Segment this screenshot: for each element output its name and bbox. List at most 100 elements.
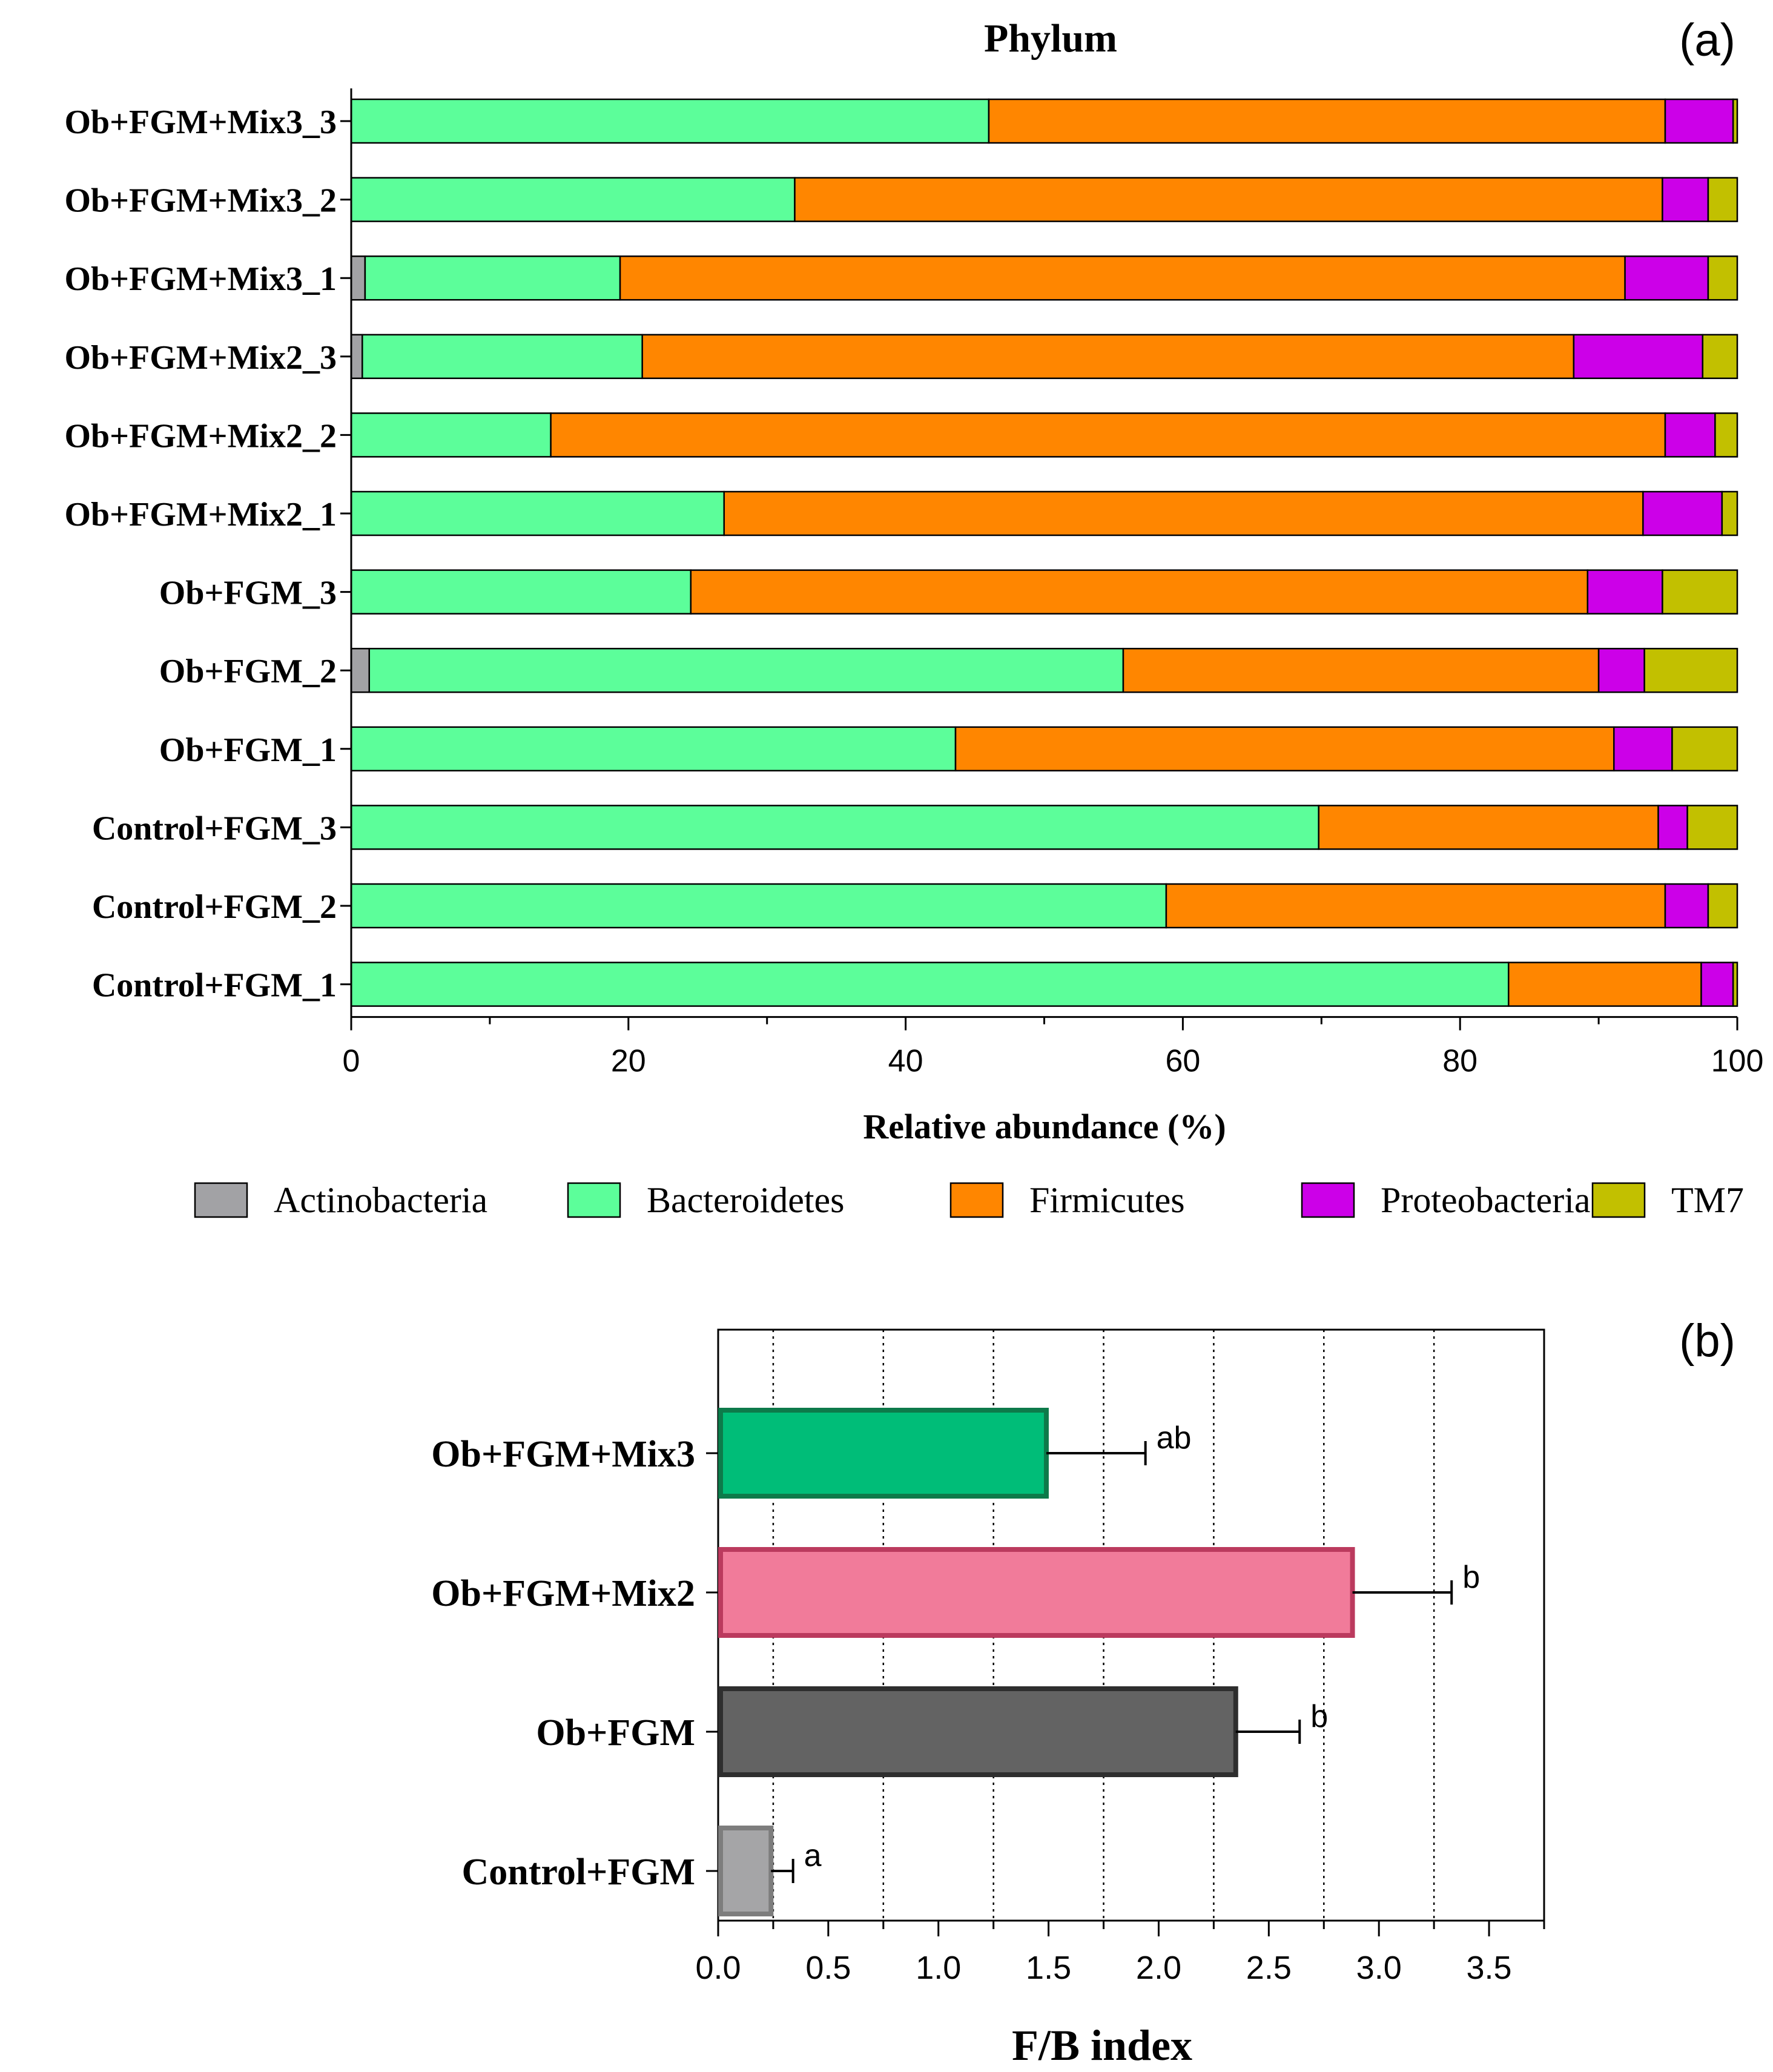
y-tick-label-ob-fgm-mix2: Ob+FGM+Mix2 — [431, 1573, 695, 1614]
bar-segment-ob-fgm-mix2-3-tm7 — [1702, 334, 1738, 380]
bar-segment-ob-fgm-mix2-3-proteobacteria — [1573, 334, 1704, 380]
y-tick-label-ob-fgm-mix2-1: Ob+FGM+Mix2_1 — [64, 496, 337, 533]
bar-segment-ob-fgm-mix3-2-firmicutes — [794, 177, 1663, 222]
x-tick-label-80: 80 — [1442, 1044, 1478, 1079]
bar-segment-ob-fgm-mix2-1-tm7 — [1721, 490, 1738, 536]
bar-segment-ob-fgm-mix2-1-firmicutes — [723, 490, 1644, 536]
y-tick-labels: Ob+FGM+Mix3 Ob+FGM+Mix2 Ob+FGM Control+FGM — [431, 1434, 718, 1893]
x-ticks: 0.0 0.5 1.0 1.5 2.0 2.5 3.0 3.5 — [695, 1921, 1545, 1986]
bar-segment-ob-fgm-2-bacteroidetes — [368, 647, 1124, 693]
bar-ob-fgm-mix2 — [718, 1547, 1355, 1638]
axes — [340, 88, 1738, 1031]
bar-segment-ob-fgm-2-tm7 — [1643, 647, 1738, 693]
y-tick-label-ob-fgm: Ob+FGM — [536, 1712, 695, 1754]
bar-segment-ob-fgm-3-bacteroidetes — [350, 569, 692, 615]
legend-label-actinobacteria: Actinobacteria — [274, 1180, 487, 1220]
y-tick-label-ob-fgm-mix3-3: Ob+FGM+Mix3_3 — [64, 104, 337, 141]
y-tick-label-ob-fgm-mix3-2: Ob+FGM+Mix3_2 — [64, 182, 337, 220]
y-tick-label-ob-fgm-mix3: Ob+FGM+Mix3 — [431, 1434, 695, 1475]
bar-segment-ob-fgm-mix3-3-bacteroidetes — [350, 98, 990, 144]
legend-swatch-bacteroidetes — [567, 1182, 621, 1218]
y-tick-label-ob-fgm-mix2-3: Ob+FGM+Mix2_3 — [64, 339, 337, 377]
x-tick-label-40: 40 — [888, 1044, 923, 1079]
bar-segment-ob-fgm-mix2-1-bacteroidetes — [350, 490, 725, 536]
bars: ab b b a — [718, 1408, 1480, 1916]
bar-segment-ob-fgm-3-tm7 — [1662, 569, 1738, 615]
y-tick-label-control-fgm-2: Control+FGM_2 — [92, 888, 337, 926]
significance-label-control-fgm: a — [804, 1838, 822, 1873]
legend-label-firmicutes: Firmicutes — [1029, 1180, 1185, 1220]
bar-segment-ob-fgm-mix2-2-proteobacteria — [1664, 412, 1716, 458]
y-tick-label-control-fgm-1: Control+FGM_1 — [92, 967, 337, 1005]
bar-segment-ob-fgm-mix2-3-actinobacteria — [350, 334, 363, 380]
bar-segment-control-fgm-1-proteobacteria — [1700, 962, 1734, 1007]
bar-segment-ob-fgm-mix3-2-proteobacteria — [1662, 177, 1709, 222]
bar-segment-control-fgm-3-proteobacteria — [1657, 805, 1688, 850]
bar-segment-control-fgm-3-firmicutes — [1318, 805, 1659, 850]
legend-label-bacteroidetes: Bacteroidetes — [647, 1180, 845, 1220]
y-tick-label-ob-fgm-2: Ob+FGM_2 — [159, 653, 337, 690]
bar-segment-control-fgm-3-tm7 — [1686, 805, 1738, 850]
bar-segment-ob-fgm-2-proteobacteria — [1597, 647, 1645, 693]
y-tick-label-ob-fgm-mix3-1: Ob+FGM+Mix3_1 — [64, 260, 337, 298]
bar-segment-control-fgm-2-proteobacteria — [1664, 883, 1709, 929]
legend-swatch-tm7 — [1591, 1182, 1646, 1218]
bar-segment-ob-fgm-1-firmicutes — [954, 726, 1615, 772]
bar-control-fgm — [718, 1826, 774, 1916]
bar-segment-ob-fgm-mix3-1-proteobacteria — [1624, 255, 1709, 301]
bar-ob-fgm-mix3 — [718, 1408, 1049, 1499]
x-axis-label: Relative abundance (%) — [863, 1107, 1226, 1146]
legend-label-proteobacteria: Proteobacteria — [1381, 1180, 1591, 1220]
x-tick-label-0: 0 — [343, 1044, 360, 1079]
legend: Actinobacteria Bacteroidetes Firmicutes Pro… — [194, 1180, 1744, 1220]
bar-segment-ob-fgm-mix3-1-bacteroidetes — [364, 255, 621, 301]
bar-segment-ob-fgm-mix3-3-proteobacteria — [1664, 98, 1734, 144]
significance-label-ob-fgm: b — [1310, 1699, 1328, 1734]
bar-segment-control-fgm-1-firmicutes — [1508, 962, 1702, 1007]
y-tick-label-ob-fgm-mix2-2: Ob+FGM+Mix2_2 — [64, 417, 337, 455]
legend-swatch-proteobacteria — [1301, 1182, 1355, 1218]
y-tick-label-control-fgm: Control+FGM — [462, 1852, 695, 1893]
bar-segment-ob-fgm-mix2-3-firmicutes — [641, 334, 1575, 380]
bar-segment-ob-fgm-mix3-2-tm7 — [1707, 177, 1738, 222]
bar-segment-ob-fgm-1-proteobacteria — [1613, 726, 1673, 772]
bar-segment-ob-fgm-mix2-3-bacteroidetes — [362, 334, 643, 380]
x-tick-label-2-0: 2.0 — [1136, 1950, 1181, 1986]
bar-segment-control-fgm-2-firmicutes — [1165, 883, 1666, 929]
bar-segment-control-fgm-2-tm7 — [1707, 883, 1738, 929]
x-tick-label-60: 60 — [1165, 1044, 1200, 1079]
bar-segment-ob-fgm-mix3-3-tm7 — [1732, 98, 1738, 144]
x-tick-label-20: 20 — [611, 1044, 646, 1079]
bar-segment-ob-fgm-mix3-2-bacteroidetes — [350, 177, 796, 222]
bar-segment-ob-fgm-3-firmicutes — [690, 569, 1589, 615]
bar-segment-ob-fgm-mix3-1-tm7 — [1707, 255, 1738, 301]
bar-segment-ob-fgm-2-firmicutes — [1122, 647, 1600, 693]
x-tick-label-0-0: 0.0 — [695, 1950, 741, 1986]
x-tick-label-3-0: 3.0 — [1356, 1950, 1402, 1986]
x-tick-label-100: 100 — [1711, 1044, 1764, 1079]
x-tick-label-3-5: 3.5 — [1467, 1950, 1512, 1986]
bar-segment-ob-fgm-1-tm7 — [1671, 726, 1738, 772]
bar-segment-ob-fgm-mix3-1-actinobacteria — [350, 255, 366, 301]
x-tick-labels: 0 20 40 60 80 100 — [343, 1044, 1764, 1079]
x-tick-label-2-5: 2.5 — [1246, 1950, 1292, 1986]
bar-segment-ob-fgm-mix3-1-firmicutes — [619, 255, 1626, 301]
bar-segment-ob-fgm-1-bacteroidetes — [350, 726, 957, 772]
significance-label-ob-fgm-mix2: b — [1462, 1560, 1480, 1595]
panel-label-b: (b) — [1679, 1315, 1735, 1367]
x-tick-label-1-5: 1.5 — [1026, 1950, 1071, 1986]
bar-segment-control-fgm-2-bacteroidetes — [350, 883, 1167, 929]
panel-b-bar-chart: (b) ab b b a Ob+FGM+Mix3 Ob+FGM+Mix2 Ob+FGM Co… — [431, 1315, 1735, 2070]
y-tick-label-ob-fgm-3: Ob+FGM_3 — [159, 575, 337, 612]
bar-segment-control-fgm-1-tm7 — [1732, 962, 1738, 1007]
bar-segments — [350, 98, 1738, 1007]
y-tick-label-control-fgm-3: Control+FGM_3 — [92, 810, 337, 847]
panel-a-stacked-bar-chart: Phylum (a) Ob+FGM+Mix3_3Ob+FGM+Mix3_2Ob+… — [64, 15, 1763, 1220]
x-axis-label: F/B index — [1012, 2021, 1192, 2070]
y-tick-labels: Ob+FGM+Mix3_3 Ob+FGM+Mix3_2 Ob+FGM+Mix3_1 O… — [64, 104, 337, 1005]
panel-label-a: (a) — [1679, 15, 1735, 66]
bar-segment-control-fgm-1-bacteroidetes — [350, 962, 1510, 1007]
y-tick-label-ob-fgm-1: Ob+FGM_1 — [159, 731, 337, 769]
bar-segment-ob-fgm-mix2-1-proteobacteria — [1642, 490, 1723, 536]
